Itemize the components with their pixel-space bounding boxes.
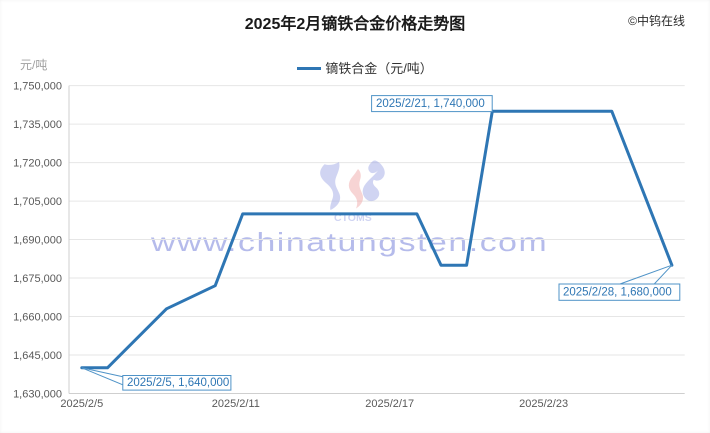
svg-text:2025/2/5, 1,640,000: 2025/2/5, 1,640,000	[127, 377, 229, 389]
svg-text:2025/2/21, 1,740,000: 2025/2/21, 1,740,000	[376, 98, 485, 110]
svg-text:2025/2/5: 2025/2/5	[60, 398, 103, 410]
svg-text:2025/2/17: 2025/2/17	[365, 398, 414, 410]
svg-text:1,675,000: 1,675,000	[13, 273, 62, 285]
svg-text:1,630,000: 1,630,000	[13, 389, 62, 401]
svg-text:1,660,000: 1,660,000	[13, 312, 62, 324]
svg-text:1,720,000: 1,720,000	[13, 158, 62, 170]
svg-text:1,645,000: 1,645,000	[13, 350, 62, 362]
svg-text:1,705,000: 1,705,000	[13, 196, 62, 208]
svg-text:1,690,000: 1,690,000	[13, 235, 62, 247]
svg-text:2025/2/23: 2025/2/23	[519, 398, 568, 410]
svg-text:2025/2/11: 2025/2/11	[212, 398, 260, 410]
svg-text:2025/2/28, 1,680,000: 2025/2/28, 1,680,000	[563, 287, 672, 299]
svg-text:1,735,000: 1,735,000	[13, 119, 62, 131]
svg-text:1,750,000: 1,750,000	[13, 81, 62, 93]
